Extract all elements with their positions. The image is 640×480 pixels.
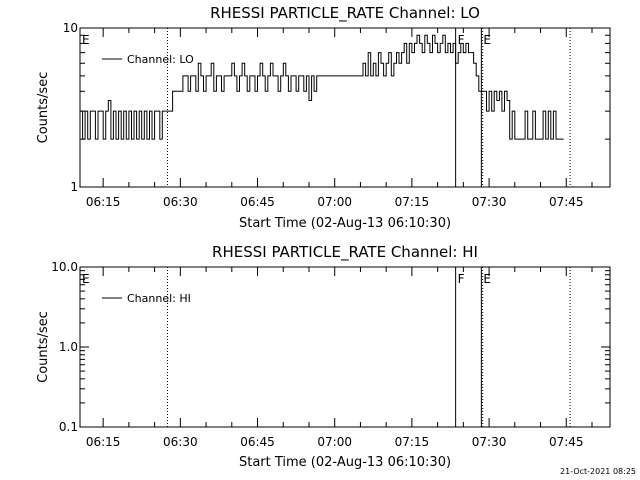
chart-title: RHESSI PARTICLE_RATE Channel: LO: [210, 4, 480, 23]
flag-label: E: [483, 272, 491, 286]
x-tick-label: 06:30: [163, 195, 198, 209]
flag-label: E: [483, 33, 491, 47]
x-tick-label: 07:30: [472, 195, 507, 209]
x-axis-label: Start Time (02-Aug-13 06:10:30): [239, 455, 451, 470]
x-tick-label: 07:45: [549, 195, 584, 209]
flag-label: F: [458, 272, 465, 286]
y-tick-label: 1: [70, 180, 78, 194]
y-tick-label: 10: [63, 21, 78, 35]
x-axis-label: Start Time (02-Aug-13 06:10:30): [239, 216, 451, 231]
x-tick-label: 06:30: [163, 435, 198, 449]
x-tick-label: 07:15: [395, 195, 430, 209]
panel-lo: RHESSI PARTICLE_RATE Channel: LO Start Ti…: [36, 4, 611, 231]
flag-label: F: [458, 33, 465, 47]
y-tick-label: 10.0: [51, 260, 78, 274]
x-tick-label: 07:00: [317, 195, 352, 209]
x-tick-label: 07:00: [317, 435, 352, 449]
legend-entry: Channel: LO: [127, 53, 194, 66]
x-tick-label: 07:15: [395, 435, 430, 449]
plot-frame: [79, 266, 611, 428]
series-line: [80, 34, 564, 140]
flag-label: E: [82, 33, 90, 47]
chart-title: RHESSI PARTICLE_RATE Channel: HI: [212, 243, 478, 262]
x-tick-label: 06:45: [240, 435, 275, 449]
x-tick-label: 06:15: [86, 435, 121, 449]
y-axis-label: Counts/sec: [36, 311, 51, 383]
x-tick-label: 07:45: [549, 435, 584, 449]
legend-entry: Channel: HI: [127, 292, 191, 305]
x-tick-label: 06:45: [240, 195, 275, 209]
x-tick-label: 06:15: [86, 195, 121, 209]
y-tick-label: 0.1: [59, 420, 78, 434]
flag-label: E: [82, 272, 90, 286]
y-axis-label: Counts/sec: [36, 72, 51, 144]
y-tick-label: 1.0: [59, 340, 78, 354]
x-tick-label: 07:30: [472, 435, 507, 449]
plot-frame: [79, 27, 611, 188]
panel-hi: RHESSI PARTICLE_RATE Channel: HI Start Ti…: [36, 243, 611, 470]
timestamp: 21-Oct-2021 08:25: [560, 467, 636, 476]
